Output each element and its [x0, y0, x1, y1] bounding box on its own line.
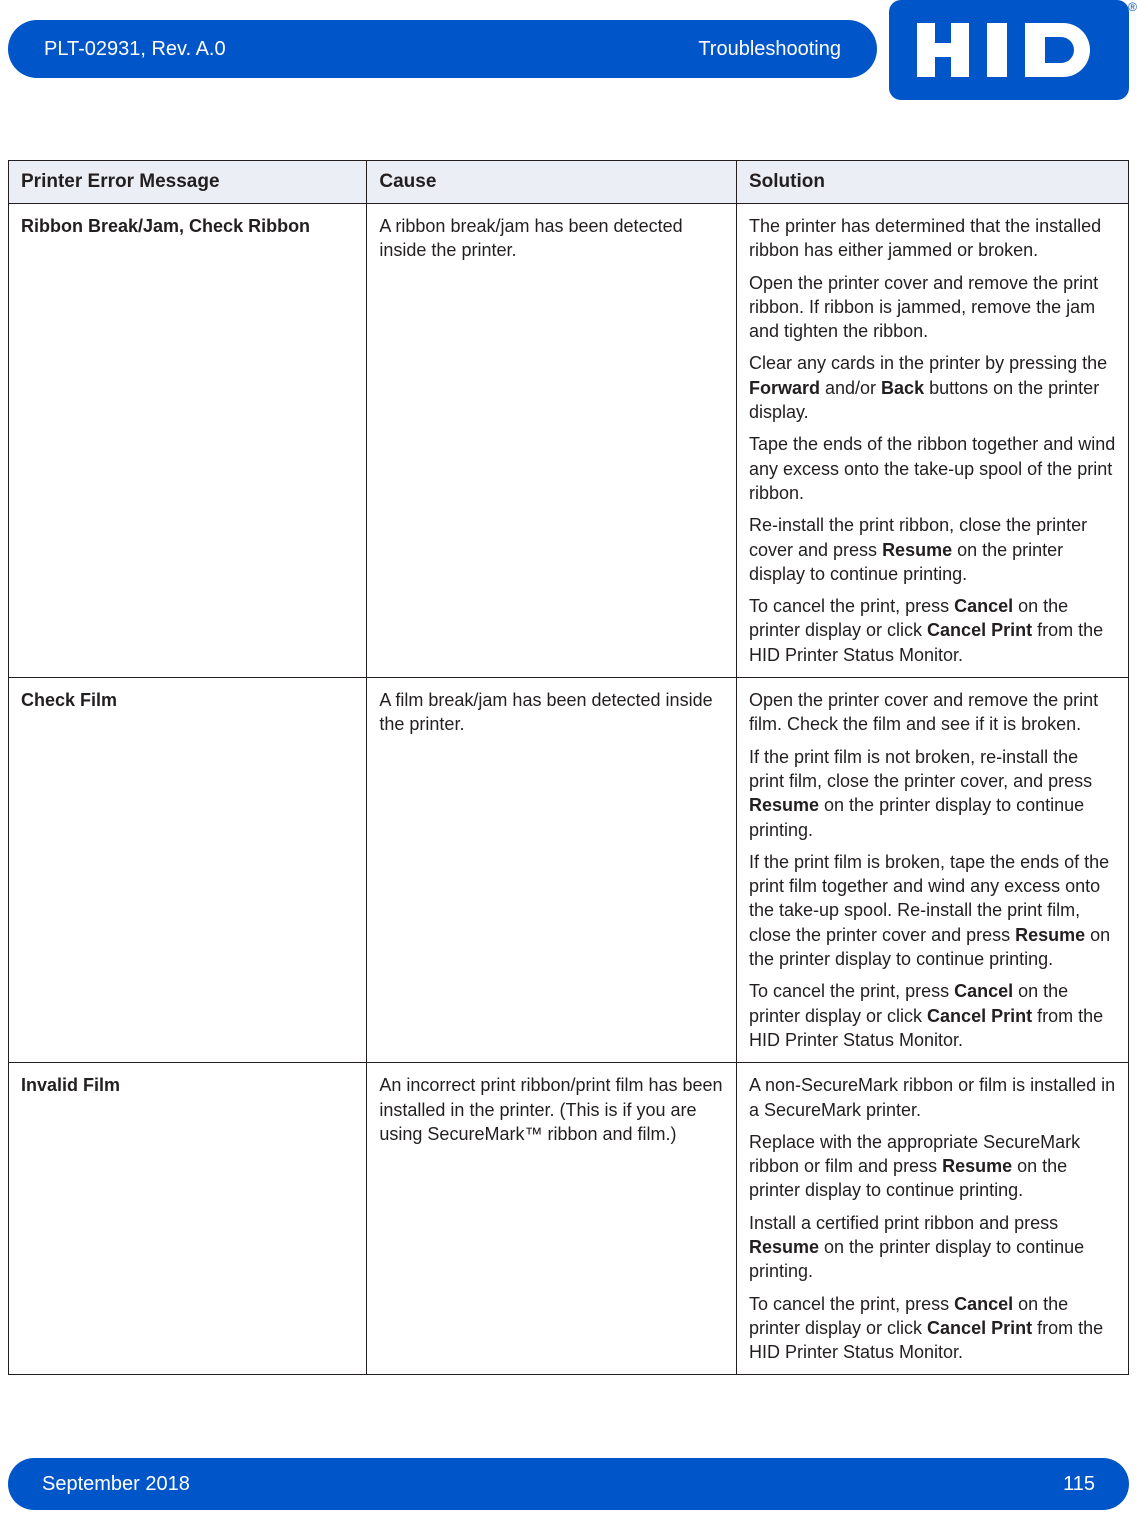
error-message-cell: Invalid Film	[9, 1063, 367, 1375]
solution-paragraph: To cancel the print, press Cancel on the…	[749, 979, 1116, 1052]
error-message-cell: Ribbon Break/Jam, Check Ribbon	[9, 204, 367, 678]
solution-cell: The printer has determined that the inst…	[736, 204, 1128, 678]
section-title: Troubleshooting	[698, 38, 841, 61]
cause-paragraph: An incorrect print ribbon/print film has…	[379, 1073, 724, 1146]
solution-paragraph: Open the printer cover and remove the pr…	[749, 688, 1116, 737]
solution-paragraph: A non-SecureMark ribbon or film is insta…	[749, 1073, 1116, 1122]
col-header-cause: Cause	[367, 161, 737, 204]
solution-paragraph: The printer has determined that the inst…	[749, 214, 1116, 263]
footer-date: September 2018	[42, 1473, 190, 1496]
solution-paragraph: Tape the ends of the ribbon together and…	[749, 432, 1116, 505]
solution-paragraph: Clear any cards in the printer by pressi…	[749, 351, 1116, 424]
brand-logo	[889, 0, 1129, 100]
footer-bar: September 2018 115	[8, 1458, 1129, 1510]
troubleshooting-table: Printer Error Message Cause Solution Rib…	[8, 160, 1129, 1375]
troubleshooting-table-container: Printer Error Message Cause Solution Rib…	[8, 160, 1129, 1375]
solution-paragraph: To cancel the print, press Cancel on the…	[749, 1292, 1116, 1365]
solution-paragraph: Open the printer cover and remove the pr…	[749, 271, 1116, 344]
solution-paragraph: Re-install the print ribbon, close the p…	[749, 513, 1116, 586]
solution-paragraph: Replace with the appropriate SecureMark …	[749, 1130, 1116, 1203]
cause-paragraph: A film break/jam has been detected insid…	[379, 688, 724, 737]
table-row: Check FilmA film break/jam has been dete…	[9, 678, 1129, 1063]
cause-cell: A film break/jam has been detected insid…	[367, 678, 737, 1063]
solution-paragraph: If the print film is not broken, re-inst…	[749, 745, 1116, 842]
cause-cell: A ribbon break/jam has been detected ins…	[367, 204, 737, 678]
cause-paragraph: A ribbon break/jam has been detected ins…	[379, 214, 724, 263]
table-header-row: Printer Error Message Cause Solution	[9, 161, 1129, 204]
table-row: Invalid FilmAn incorrect print ribbon/pr…	[9, 1063, 1129, 1375]
solution-cell: A non-SecureMark ribbon or film is insta…	[736, 1063, 1128, 1375]
error-message-cell: Check Film	[9, 678, 367, 1063]
solution-paragraph: Install a certified print ribbon and pre…	[749, 1211, 1116, 1284]
header-bar: PLT-02931, Rev. A.0 Troubleshooting	[8, 20, 877, 78]
hid-logo-icon	[909, 15, 1109, 85]
solution-cell: Open the printer cover and remove the pr…	[736, 678, 1128, 1063]
solution-paragraph: To cancel the print, press Cancel on the…	[749, 594, 1116, 667]
cause-cell: An incorrect print ribbon/print film has…	[367, 1063, 737, 1375]
solution-paragraph: If the print film is broken, tape the en…	[749, 850, 1116, 971]
registered-mark: ®	[1128, 0, 1137, 14]
col-header-solution: Solution	[736, 161, 1128, 204]
footer-page: 115	[1063, 1473, 1095, 1496]
col-header-error: Printer Error Message	[9, 161, 367, 204]
table-row: Ribbon Break/Jam, Check RibbonA ribbon b…	[9, 204, 1129, 678]
doc-id: PLT-02931, Rev. A.0	[44, 38, 226, 61]
